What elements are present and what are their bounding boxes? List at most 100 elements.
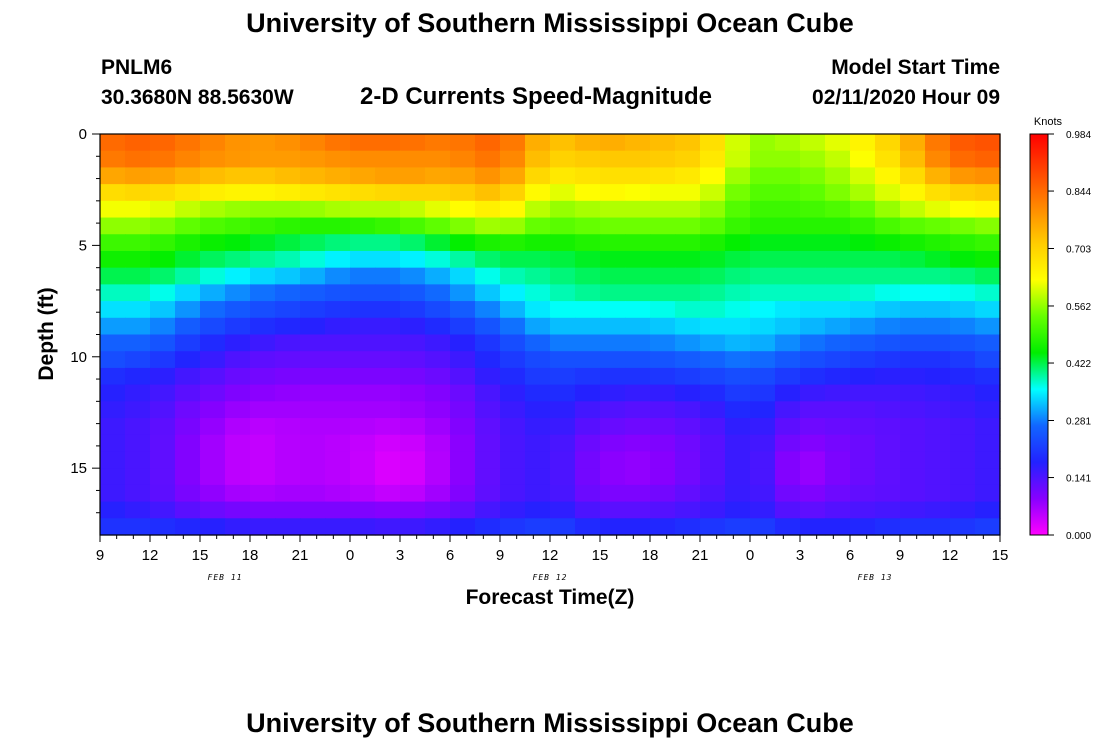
heatmap-cell <box>775 184 801 202</box>
heatmap-cell <box>325 434 351 453</box>
heatmap-cell <box>525 184 551 202</box>
heatmap-cell <box>425 284 451 302</box>
x-tick-label: 0 <box>346 547 354 564</box>
heatmap-cell <box>425 351 451 369</box>
heatmap-cell <box>675 317 701 336</box>
heatmap-cell <box>275 200 301 219</box>
heatmap-cell <box>450 184 476 202</box>
heatmap-cell <box>825 384 851 402</box>
heatmap-cell <box>625 167 651 185</box>
heatmap-cell <box>900 184 926 202</box>
heatmap-cell <box>425 401 451 419</box>
heatmap-cell <box>875 334 901 352</box>
heatmap-cell <box>825 367 851 386</box>
heatmap-cell <box>775 468 801 486</box>
heatmap-cell <box>925 284 951 302</box>
heatmap-cell <box>825 150 851 169</box>
heatmap-cell <box>700 367 726 386</box>
heatmap-cell <box>175 518 201 536</box>
heatmap-cell <box>750 284 776 302</box>
heatmap-cell <box>575 401 601 419</box>
heatmap-cell <box>950 434 976 453</box>
heatmap-cell <box>925 217 951 235</box>
heatmap-cell <box>300 184 326 202</box>
heatmap-cell <box>500 518 526 536</box>
heatmap-cell <box>975 384 1001 402</box>
heatmap-cell <box>475 401 501 419</box>
heatmap-cell <box>975 401 1001 419</box>
heatmap-cell <box>975 367 1001 386</box>
heatmap-cell <box>550 267 576 285</box>
heatmap-cell <box>775 418 801 436</box>
heatmap-cell <box>400 384 426 402</box>
heatmap-cell <box>700 184 726 202</box>
heatmap-cell <box>925 334 951 352</box>
heatmap-cell <box>625 401 651 419</box>
heatmap-cell <box>475 250 501 269</box>
heatmap-cell <box>825 468 851 486</box>
heatmap-cell <box>100 267 126 285</box>
heatmap-cell <box>275 384 301 402</box>
heatmap-cell <box>275 284 301 302</box>
heatmap-cell <box>625 234 651 252</box>
heatmap-cell <box>250 284 276 302</box>
heatmap-cell <box>225 484 251 503</box>
heatmap-cell <box>825 418 851 436</box>
heatmap-cell <box>250 267 276 285</box>
heatmap-cell <box>225 284 251 302</box>
heatmap-cell <box>150 267 176 285</box>
heatmap-cell <box>650 451 676 469</box>
heatmap-cell <box>875 284 901 302</box>
heatmap-cell <box>700 351 726 369</box>
heatmap-cell <box>925 384 951 402</box>
heatmap-cell <box>750 484 776 503</box>
footer-title: University of Southern Mississippi Ocean… <box>246 708 854 738</box>
heatmap-cell <box>800 301 826 319</box>
heatmap-cell <box>875 367 901 386</box>
heatmap-cell <box>250 468 276 486</box>
heatmap-cell <box>550 401 576 419</box>
x-tick-label: 18 <box>242 547 259 564</box>
heatmap-cell <box>200 267 226 285</box>
heatmap-cell <box>350 434 376 453</box>
heatmap-cell <box>350 267 376 285</box>
heatmap-cell <box>450 150 476 169</box>
heatmap-cell <box>125 367 151 386</box>
heatmap-cell <box>500 317 526 336</box>
heatmap-cell <box>325 284 351 302</box>
heatmap-cell <box>775 234 801 252</box>
heatmap-cell <box>550 418 576 436</box>
heatmap-cell <box>100 367 126 386</box>
heatmap-cell <box>775 484 801 503</box>
heatmap-cell <box>600 200 626 219</box>
heatmap-cell <box>275 134 301 152</box>
x-tick-label: 21 <box>692 547 709 564</box>
heatmap-cell <box>175 184 201 202</box>
heatmap-cell <box>250 334 276 352</box>
heatmap-cell <box>525 401 551 419</box>
heatmap-cell <box>525 351 551 369</box>
heatmap-cell <box>425 184 451 202</box>
heatmap-cell <box>200 484 226 503</box>
heatmap-cell <box>575 301 601 319</box>
heatmap-cell <box>825 401 851 419</box>
heatmap-cell <box>625 284 651 302</box>
y-tick-label: 10 <box>70 349 87 366</box>
heatmap-cell <box>200 367 226 386</box>
heatmap-cell <box>525 468 551 486</box>
heatmap-cell <box>700 401 726 419</box>
heatmap-cell <box>675 250 701 269</box>
heatmap-cell <box>375 401 401 419</box>
heatmap-cell <box>150 250 176 269</box>
heatmap-cell <box>200 317 226 336</box>
heatmap-cell <box>375 250 401 269</box>
heatmap-cell <box>875 234 901 252</box>
heatmap-cell <box>775 217 801 235</box>
heatmap-cell <box>875 150 901 169</box>
heatmap-cell <box>550 501 576 519</box>
x-tick-label: 9 <box>896 547 904 564</box>
heatmap-cell <box>650 518 676 536</box>
heatmap-cell <box>425 200 451 219</box>
heatmap-cell <box>525 434 551 453</box>
heatmap-cell <box>200 284 226 302</box>
